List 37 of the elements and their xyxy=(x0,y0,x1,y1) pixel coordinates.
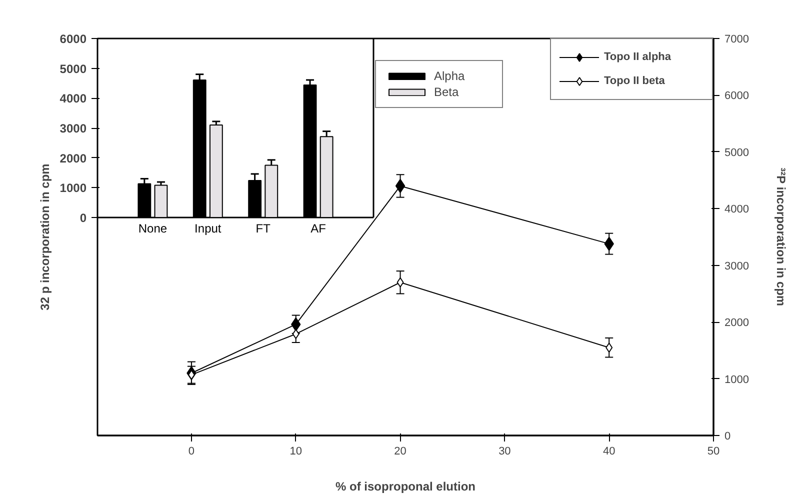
y-tick-label: 3000 xyxy=(60,122,87,136)
y-tick-label: 2000 xyxy=(724,317,749,330)
point xyxy=(395,178,406,193)
point xyxy=(396,277,404,288)
x-tick-label: FT xyxy=(256,222,272,236)
legend-label: Beta xyxy=(434,85,460,99)
y-tick-label: 4000 xyxy=(724,204,749,216)
x-tick-label: AF xyxy=(310,222,326,236)
x-tick-label: 50 xyxy=(707,446,720,458)
legend-label: Alpha xyxy=(434,69,466,83)
point xyxy=(188,370,195,380)
y-axis-title: 32 p incorporation in cpm xyxy=(38,164,52,310)
y-tick-label: 0 xyxy=(724,430,731,442)
x-tick-label: 20 xyxy=(394,446,406,458)
y-tick-label: 6000 xyxy=(724,90,749,102)
y-tick-label: 2000 xyxy=(60,151,87,166)
x-tick-label: 0 xyxy=(188,446,195,458)
y-tick-label: 1000 xyxy=(724,374,749,386)
y-axis-title: ³²P incorporation in cpm xyxy=(774,168,788,306)
y-tick-label: 1000 xyxy=(60,181,87,196)
y-tick-label: 0 xyxy=(80,211,87,225)
y-tick-label: 6000 xyxy=(60,32,87,46)
x-tick-label: Input xyxy=(194,222,222,236)
y-tick-label: 5000 xyxy=(60,62,87,76)
x-tick-label: 30 xyxy=(498,446,511,458)
x-tick-label: None xyxy=(138,222,168,236)
y-tick-label: 3000 xyxy=(724,260,749,272)
legend-label: Topo II beta xyxy=(604,75,666,87)
y-tick-label: 7000 xyxy=(724,34,749,46)
point xyxy=(606,342,613,353)
y-tick-label: 5000 xyxy=(724,146,749,159)
x-tick-label: 40 xyxy=(602,446,616,458)
legend-label: Topo II alpha xyxy=(604,51,672,63)
x-axis-title: % of isoproponal elution xyxy=(336,480,476,494)
y-tick-label: 4000 xyxy=(60,92,87,106)
point xyxy=(292,328,300,339)
x-tick-label: 10 xyxy=(290,446,302,458)
